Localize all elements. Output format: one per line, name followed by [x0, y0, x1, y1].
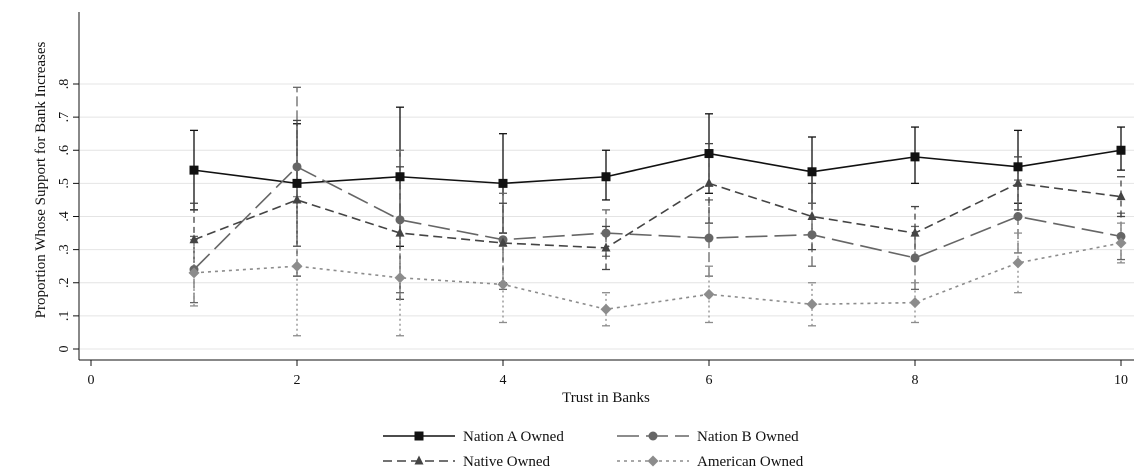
american-owned-point: [497, 278, 509, 290]
american-owned-point: [291, 260, 303, 272]
axes: [78, 12, 1134, 361]
x-ticks: 0 2 4 6 8 10: [88, 360, 1128, 388]
native-owned-point: [189, 234, 199, 244]
y-axis-title: Proportion Whose Support for Bank Increa…: [33, 41, 49, 318]
legend-label-american-owned: American Owned: [697, 454, 804, 470]
x-tick-label: 4: [500, 373, 507, 388]
y-tick-label: 0: [57, 346, 72, 353]
american-owned-point: [703, 288, 715, 300]
native-owned-point: [395, 227, 405, 237]
grid-lines: [80, 83, 1134, 350]
american-owned-point: [806, 298, 818, 310]
nation-b-owned-point: [807, 230, 817, 240]
x-tick-label: 8: [912, 373, 919, 388]
confidence-intervals: [190, 86, 1125, 337]
nation-a-owned-point: [601, 172, 611, 182]
legend-marker-nation-a-owned: [414, 431, 424, 441]
nation-b-owned-point: [395, 215, 405, 225]
nation-a-owned-point: [910, 152, 920, 162]
nation-b-owned-point: [1013, 212, 1023, 221]
x-tick-label: 6: [706, 373, 713, 388]
y-tick-label: .8: [57, 79, 72, 90]
american-owned-point: [394, 272, 406, 284]
american-owned-line: [193, 242, 1122, 311]
x-tick-label: 0: [88, 373, 95, 388]
american-owned-point: [1115, 237, 1127, 249]
legend-label-nation-a-owned: Nation A Owned: [463, 429, 564, 445]
native-owned-point: [1116, 191, 1126, 201]
native-owned-line: [193, 182, 1122, 249]
nation-b-owned-point: [601, 228, 611, 238]
y-tick-label: .6: [57, 145, 72, 156]
y-tick-label: .1: [57, 311, 72, 322]
american-owned-point: [909, 297, 921, 309]
series-lines: [193, 149, 1122, 311]
y-tick-label: .4: [57, 211, 72, 222]
legend-label-nation-b-owned: Nation B Owned: [697, 429, 799, 445]
nation-a-owned-point: [189, 165, 199, 175]
y-tick-label: .2: [57, 278, 72, 289]
nation-a-owned-point: [704, 149, 714, 159]
legend-marker-native-owned: [414, 455, 424, 465]
american-owned-point: [600, 303, 612, 315]
native-owned-point: [807, 211, 817, 220]
native-owned-point: [498, 237, 508, 247]
y-ticks: 0 .1 .2 .3 .4 .5 .6 .7 .8: [57, 79, 79, 353]
nation-a-owned-point: [807, 167, 817, 177]
native-owned-point: [1013, 177, 1023, 187]
native-owned-point: [601, 242, 611, 252]
x-tick-label: 2: [294, 373, 301, 388]
y-tick-label: .3: [57, 244, 72, 255]
nation-b-owned-point: [704, 233, 714, 243]
y-tick-label: .5: [57, 178, 72, 189]
nation-a-owned-point: [1013, 162, 1023, 172]
native-owned-point: [910, 227, 920, 237]
native-owned-point: [292, 194, 302, 204]
nation-a-owned-point: [498, 178, 508, 188]
nation-a-owned-point: [395, 172, 405, 182]
nation-b-owned-line: [193, 165, 1122, 271]
legend-label-native-owned: Native Owned: [463, 454, 551, 470]
nation-b-owned-point: [292, 162, 302, 172]
nation-a-owned-line: [193, 149, 1122, 185]
native-owned-point: [704, 177, 714, 187]
x-axis-title: Trust in Banks: [562, 390, 650, 406]
nation-a-owned-point: [292, 178, 302, 188]
y-tick-label: .7: [57, 112, 72, 123]
nation-b-owned-point: [1116, 231, 1126, 241]
american-owned-point: [1012, 257, 1024, 269]
legend-marker-nation-b-owned: [648, 431, 658, 441]
nation-a-owned-point: [1116, 145, 1126, 155]
legend-marker-american-owned: [647, 455, 659, 467]
american-owned-point: [188, 267, 200, 279]
series-markers: [188, 145, 1127, 315]
nation-b-owned-point: [910, 253, 920, 263]
x-tick-label: 10: [1114, 373, 1128, 388]
legend: Nation A Owned Nation B Owned Native Owned…: [383, 429, 804, 470]
